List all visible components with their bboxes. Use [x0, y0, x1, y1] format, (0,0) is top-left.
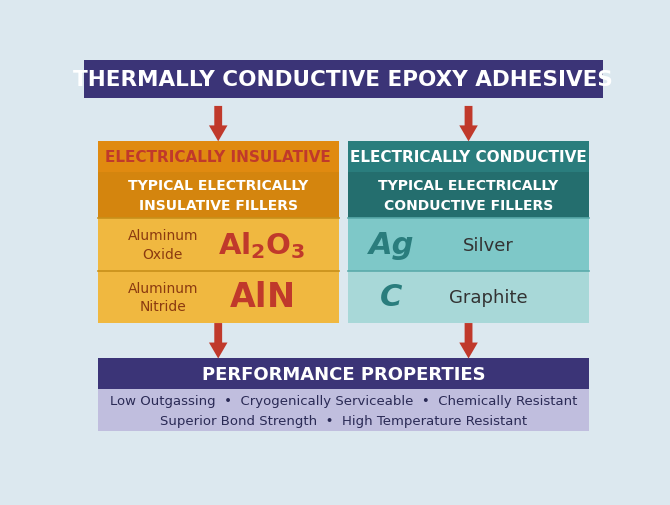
Text: C: C — [380, 283, 403, 312]
Polygon shape — [459, 107, 478, 142]
Text: THERMALLY CONDUCTIVE EPOXY ADHESIVES: THERMALLY CONDUCTIVE EPOXY ADHESIVES — [74, 70, 613, 90]
Text: $\mathbf{AlN}$: $\mathbf{AlN}$ — [229, 281, 293, 314]
Text: TYPICAL ELECTRICALLY
CONDUCTIVE FILLERS: TYPICAL ELECTRICALLY CONDUCTIVE FILLERS — [379, 179, 559, 213]
Bar — [98, 219, 339, 271]
Text: Low Outgassing  •  Cryogenically Serviceable  •  Chemically Resistant
Superior B: Low Outgassing • Cryogenically Serviceab… — [110, 394, 577, 427]
Text: Aluminum
Nitride: Aluminum Nitride — [127, 281, 198, 314]
Bar — [348, 219, 589, 271]
Polygon shape — [459, 323, 478, 359]
Text: Ag: Ag — [369, 231, 414, 260]
Polygon shape — [209, 323, 228, 359]
Text: $\mathbf{Al_2O_3}$: $\mathbf{Al_2O_3}$ — [218, 230, 306, 261]
Bar — [348, 173, 589, 219]
Polygon shape — [209, 107, 228, 142]
Text: PERFORMANCE PROPERTIES: PERFORMANCE PROPERTIES — [202, 365, 485, 383]
Text: Silver: Silver — [462, 236, 513, 254]
Text: ELECTRICALLY CONDUCTIVE: ELECTRICALLY CONDUCTIVE — [350, 150, 587, 165]
Text: Graphite: Graphite — [448, 288, 527, 306]
Bar — [348, 271, 589, 323]
Bar — [98, 173, 339, 219]
Bar — [98, 389, 589, 431]
Text: ELECTRICALLY INSULATIVE: ELECTRICALLY INSULATIVE — [105, 150, 331, 165]
Bar — [98, 142, 339, 173]
Text: Aluminum
Oxide: Aluminum Oxide — [127, 229, 198, 261]
Bar — [98, 359, 589, 389]
Bar — [84, 61, 603, 99]
Text: TYPICAL ELECTRICALLY
INSULATIVE FILLERS: TYPICAL ELECTRICALLY INSULATIVE FILLERS — [128, 179, 308, 213]
Bar — [98, 271, 339, 323]
Bar — [348, 142, 589, 173]
